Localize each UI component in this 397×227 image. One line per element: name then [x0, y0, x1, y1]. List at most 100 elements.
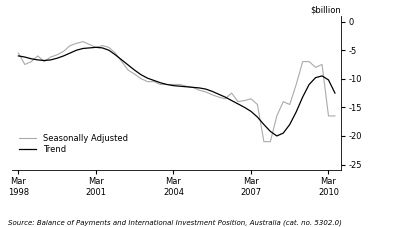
Seasonally Adjusted	[191, 86, 195, 89]
Seasonally Adjusted	[177, 83, 182, 86]
Trend	[300, 96, 305, 99]
Seasonally Adjusted	[229, 92, 234, 94]
Trend	[203, 88, 208, 90]
Trend	[236, 103, 241, 105]
Seasonally Adjusted	[158, 83, 163, 86]
Trend	[48, 59, 53, 61]
Line: Trend: Trend	[18, 47, 335, 136]
Seasonally Adjusted	[126, 69, 131, 72]
Seasonally Adjusted	[203, 91, 208, 93]
Trend	[210, 90, 215, 93]
Trend	[262, 123, 266, 126]
Trend	[320, 74, 324, 77]
Trend	[249, 110, 253, 113]
Trend	[177, 85, 182, 88]
Trend	[119, 59, 124, 61]
Seasonally Adjusted	[249, 97, 253, 100]
Trend	[23, 56, 27, 58]
Trend	[197, 86, 202, 89]
Trend	[255, 116, 260, 118]
Trend	[74, 49, 79, 52]
Seasonally Adjusted	[35, 54, 40, 57]
Trend	[191, 86, 195, 89]
Seasonally Adjusted	[210, 94, 215, 96]
Seasonally Adjusted	[48, 56, 53, 58]
Seasonally Adjusted	[320, 63, 324, 66]
Trend	[216, 93, 221, 96]
Seasonally Adjusted	[262, 140, 266, 143]
Trend	[81, 47, 85, 50]
Trend	[287, 123, 292, 126]
Seasonally Adjusted	[94, 46, 98, 49]
Seasonally Adjusted	[152, 80, 156, 83]
Trend	[67, 52, 72, 54]
Trend	[333, 92, 337, 94]
Trend	[113, 53, 118, 56]
Trend	[313, 76, 318, 79]
Seasonally Adjusted	[165, 83, 170, 86]
Trend	[145, 77, 150, 80]
Seasonally Adjusted	[274, 115, 279, 117]
Seasonally Adjusted	[255, 103, 260, 106]
Trend	[223, 96, 227, 99]
Trend	[307, 83, 312, 86]
Trend	[171, 84, 176, 87]
Seasonally Adjusted	[145, 80, 150, 83]
Seasonally Adjusted	[268, 140, 273, 143]
Trend	[274, 135, 279, 137]
Seasonally Adjusted	[132, 73, 137, 76]
Seasonally Adjusted	[119, 60, 124, 63]
Seasonally Adjusted	[81, 40, 85, 43]
Seasonally Adjusted	[223, 97, 227, 100]
Trend	[126, 64, 131, 67]
Trend	[42, 59, 46, 62]
Legend: Seasonally Adjusted, Trend: Seasonally Adjusted, Trend	[19, 134, 128, 154]
Seasonally Adjusted	[294, 83, 299, 86]
Trend	[184, 85, 189, 88]
Seasonally Adjusted	[171, 83, 176, 86]
Seasonally Adjusted	[139, 77, 143, 80]
Trend	[229, 99, 234, 102]
Trend	[16, 54, 21, 57]
Seasonally Adjusted	[87, 43, 92, 46]
Trend	[94, 46, 98, 49]
Seasonally Adjusted	[307, 60, 312, 63]
Seasonally Adjusted	[29, 60, 34, 63]
Seasonally Adjusted	[287, 103, 292, 106]
Trend	[29, 57, 34, 60]
Seasonally Adjusted	[55, 53, 60, 56]
Trend	[87, 47, 92, 49]
Trend	[100, 47, 105, 49]
Trend	[165, 83, 170, 86]
Seasonally Adjusted	[242, 99, 247, 102]
Trend	[326, 79, 331, 81]
Seasonally Adjusted	[281, 100, 286, 103]
Trend	[139, 73, 143, 76]
Seasonally Adjusted	[100, 44, 105, 47]
Seasonally Adjusted	[61, 50, 66, 53]
Text: Source: Balance of Payments and International Investment Position, Australia (ca: Source: Balance of Payments and Internat…	[8, 219, 342, 226]
Trend	[281, 132, 286, 134]
Line: Seasonally Adjusted: Seasonally Adjusted	[18, 42, 335, 142]
Trend	[158, 81, 163, 84]
Seasonally Adjusted	[313, 66, 318, 69]
Seasonally Adjusted	[113, 52, 118, 54]
Seasonally Adjusted	[216, 96, 221, 99]
Seasonally Adjusted	[42, 60, 46, 63]
Seasonally Adjusted	[16, 52, 21, 54]
Trend	[268, 130, 273, 133]
Seasonally Adjusted	[184, 85, 189, 88]
Trend	[152, 79, 156, 82]
Seasonally Adjusted	[23, 63, 27, 66]
Trend	[294, 111, 299, 113]
Seasonally Adjusted	[333, 115, 337, 117]
Seasonally Adjusted	[74, 42, 79, 45]
Trend	[35, 59, 40, 61]
Text: $billion: $billion	[311, 5, 341, 14]
Trend	[55, 57, 60, 59]
Trend	[242, 106, 247, 109]
Seasonally Adjusted	[326, 115, 331, 117]
Trend	[132, 69, 137, 72]
Seasonally Adjusted	[197, 89, 202, 91]
Seasonally Adjusted	[106, 46, 111, 49]
